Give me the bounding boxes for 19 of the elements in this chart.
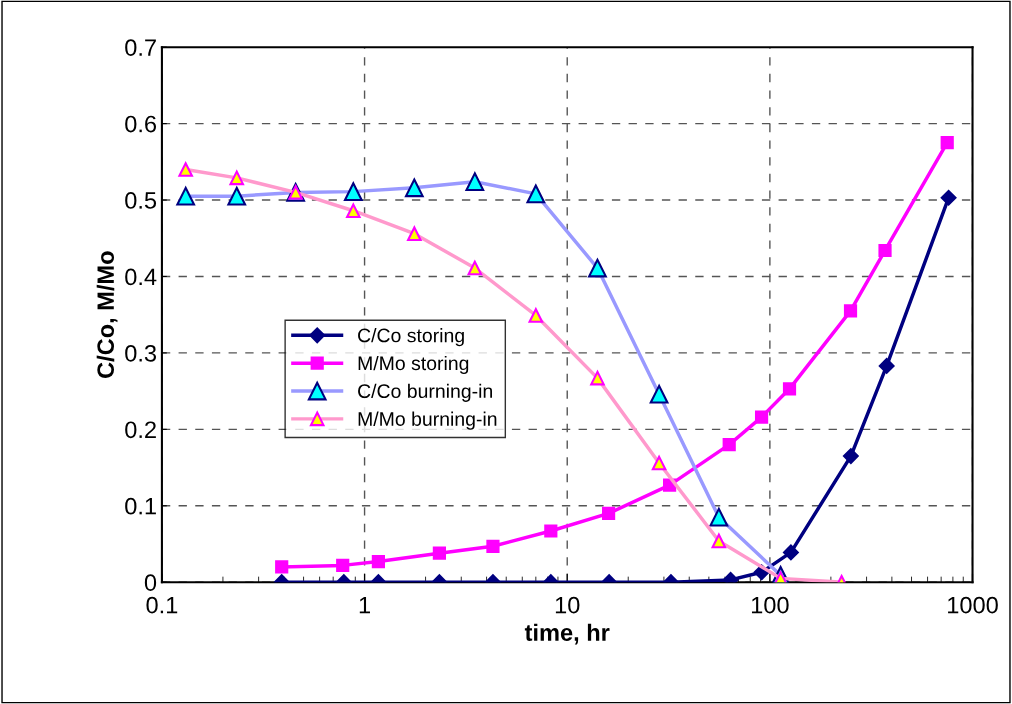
y-tick-label: 0	[144, 574, 157, 591]
x-tick-label: 100	[751, 596, 789, 614]
x-axis-title: time, hr	[524, 623, 610, 645]
legend-label: M/Mo storing	[358, 355, 469, 375]
y-tick-label: 0.1	[125, 497, 156, 515]
y-tick-label: 0.3	[125, 344, 157, 362]
y-tick-label: 0.6	[125, 115, 157, 133]
x-tick-label: 0.1	[146, 596, 178, 614]
y-tick-label: 0.7	[125, 39, 156, 56]
y-axis-title: C/Co, M/Mo	[96, 251, 118, 378]
x-tick-label: 10	[555, 596, 580, 614]
legend-label: C/Co burning-in	[358, 383, 492, 402]
y-tick-label: 0.2	[125, 421, 156, 439]
y-tick-label: 0.5	[125, 192, 157, 209]
x-tick-label: 1000	[948, 596, 998, 614]
y-tick-label: 0.4	[125, 268, 157, 286]
legend-label: M/Mo burning-in	[358, 411, 497, 430]
x-tick-label: 1	[359, 596, 370, 614]
legend-label: C/Co storing	[358, 328, 464, 347]
